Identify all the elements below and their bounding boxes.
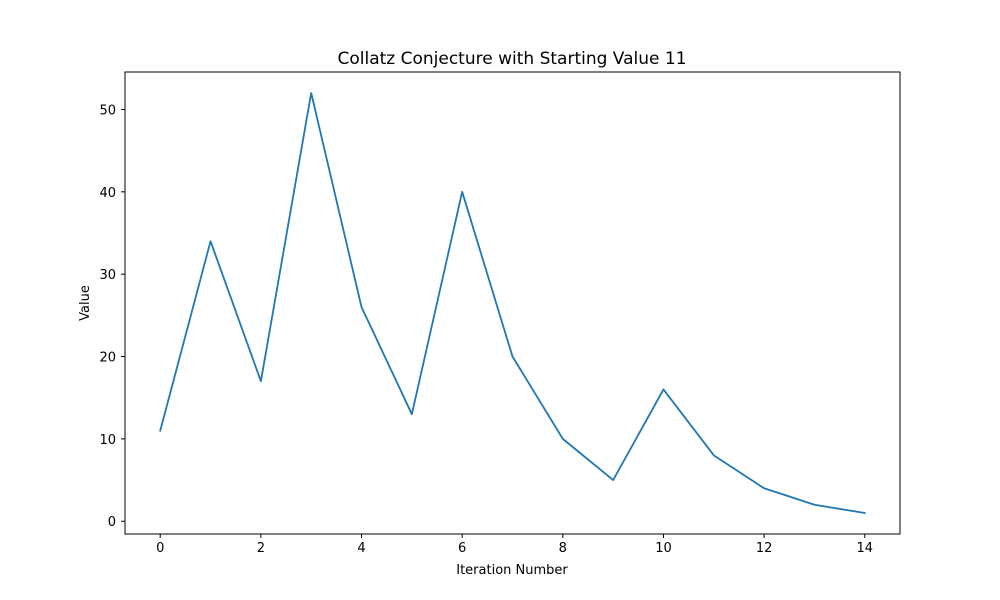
x-axis-ticks: 0 2 4 6 8 10 12 14 — [156, 534, 873, 556]
y-tick-label: 0 — [108, 515, 116, 530]
x-tick-label: 0 — [156, 541, 164, 556]
x-tick-label: 8 — [559, 541, 567, 556]
y-tick-label: 40 — [99, 186, 116, 201]
plot-area — [124, 71, 901, 535]
x-axis-label: Iteration Number — [456, 563, 568, 578]
y-tick-label: 50 — [99, 103, 116, 118]
y-axis-label: Value — [78, 285, 93, 321]
series-layer — [159, 92, 866, 515]
x-tick-label: 6 — [458, 541, 466, 556]
plot-frame — [124, 71, 901, 535]
x-tick-label: 2 — [257, 541, 265, 556]
chart-title: Collatz Conjecture with Starting Value 1… — [337, 49, 686, 69]
y-tick-label: 30 — [99, 268, 116, 283]
y-axis-ticks: 0 10 20 30 40 50 — [99, 103, 125, 530]
x-tick-label: 4 — [357, 541, 365, 556]
x-tick-label: 14 — [856, 541, 873, 556]
y-tick-label: 10 — [99, 433, 116, 448]
series-line — [159, 92, 866, 515]
x-tick-label: 12 — [756, 541, 773, 556]
x-tick-label: 10 — [655, 541, 672, 556]
y-tick-label: 20 — [99, 351, 116, 366]
